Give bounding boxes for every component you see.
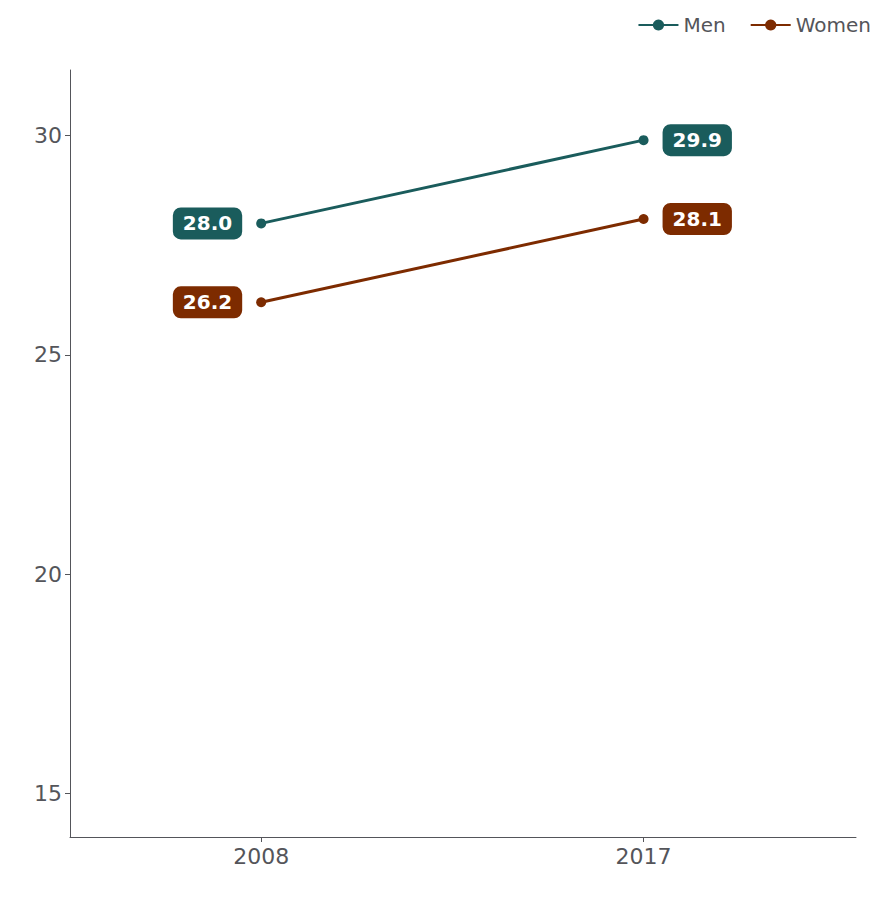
- svg-text:25: 25: [34, 342, 62, 367]
- svg-text:2017: 2017: [616, 844, 672, 869]
- svg-text:Men: Men: [683, 13, 725, 37]
- svg-text:Women: Women: [796, 13, 871, 37]
- svg-text:15: 15: [34, 781, 62, 806]
- svg-text:28.1: 28.1: [673, 207, 722, 231]
- svg-text:30: 30: [34, 123, 62, 148]
- svg-text:29.9: 29.9: [673, 128, 722, 152]
- svg-text:28.0: 28.0: [183, 211, 232, 235]
- svg-text:20: 20: [34, 562, 62, 587]
- svg-text:2008: 2008: [233, 844, 289, 869]
- svg-text:26.2: 26.2: [183, 290, 232, 314]
